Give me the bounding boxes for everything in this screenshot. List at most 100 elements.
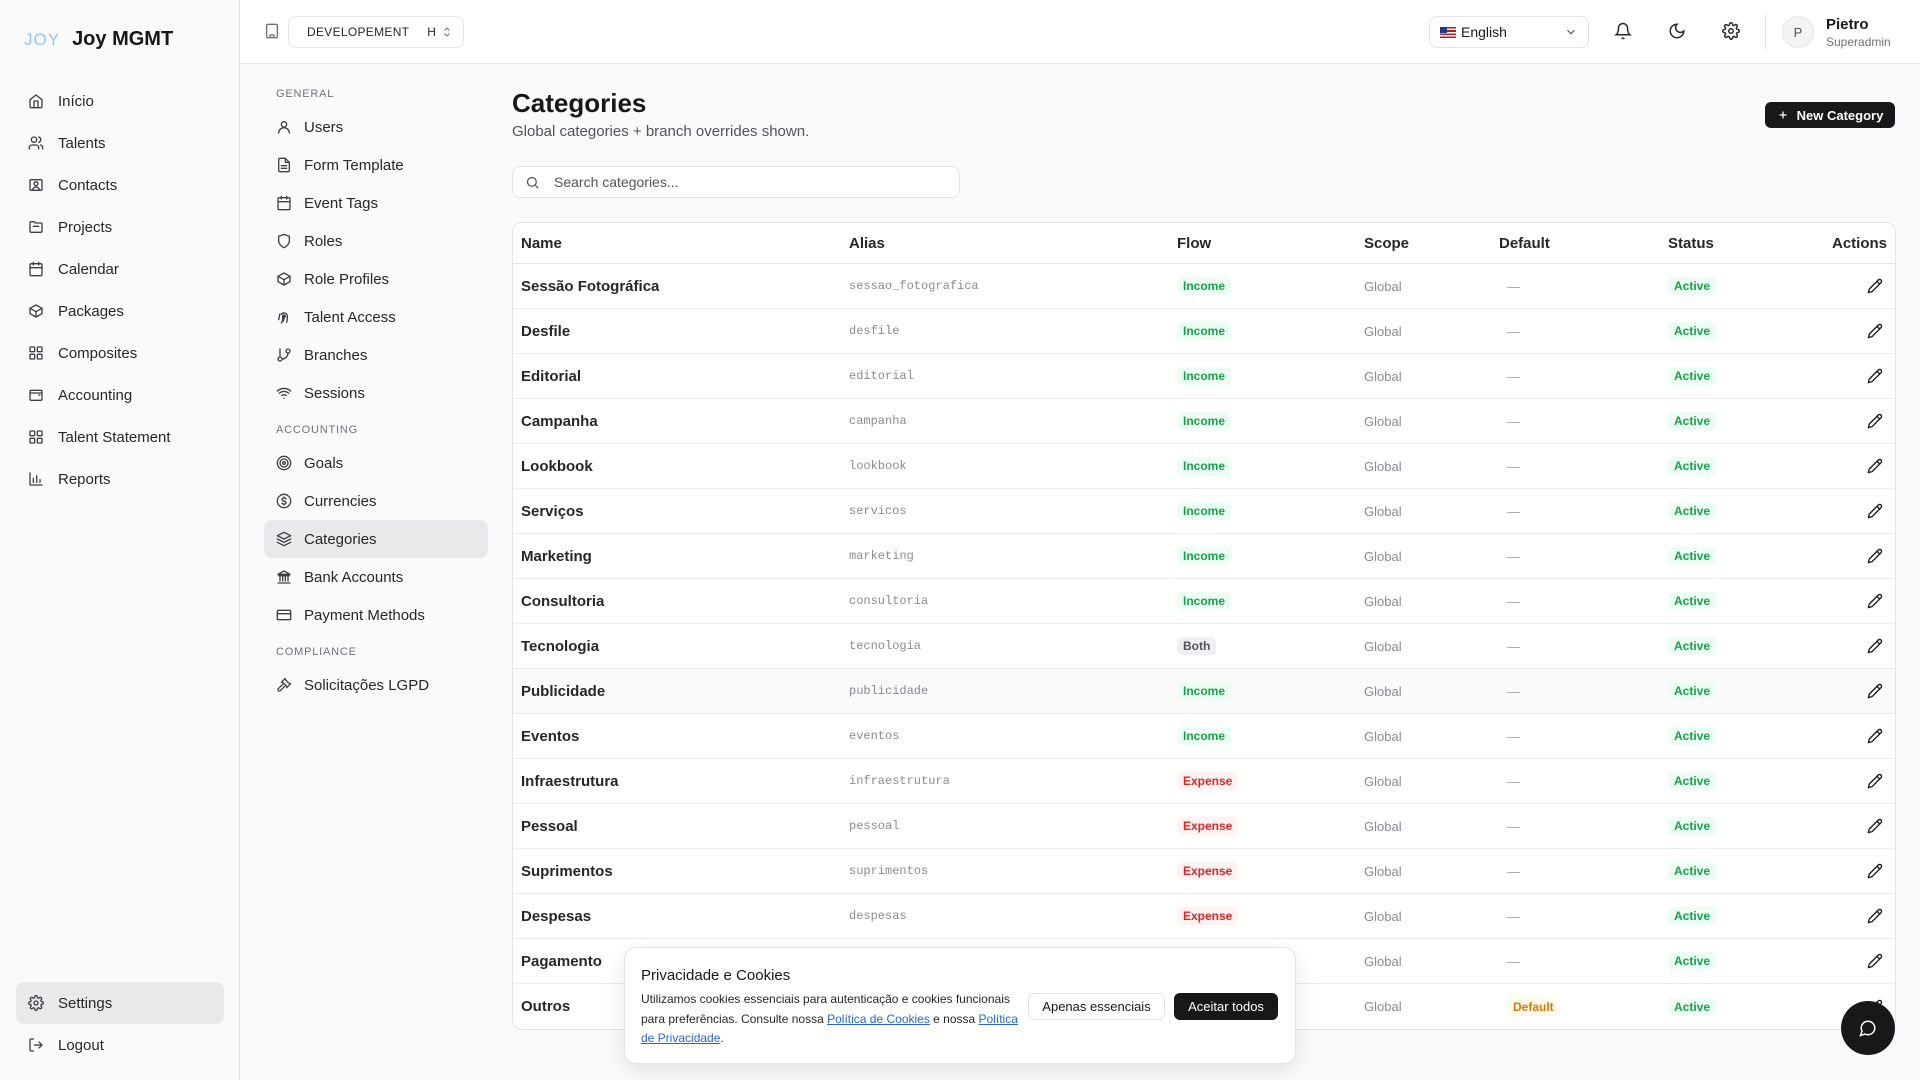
settings-item-payment-methods[interactable]: Payment Methods bbox=[264, 596, 488, 634]
settings-item-event-tags[interactable]: Event Tags bbox=[264, 184, 488, 222]
settings-item-solicitacoes-lgpd[interactable]: Solicitações LGPD bbox=[264, 666, 488, 704]
accept-all-cookies-button[interactable]: Aceitar todos bbox=[1174, 993, 1278, 1020]
settings-item-sessions[interactable]: Sessions bbox=[264, 374, 488, 412]
settings-item-users[interactable]: Users bbox=[264, 108, 488, 146]
bottom-nav: Settings Logout bbox=[16, 982, 224, 1066]
settings-item-goals[interactable]: Goals bbox=[264, 444, 488, 482]
default-cell: — bbox=[1499, 459, 1668, 474]
pencil-icon[interactable] bbox=[1867, 818, 1883, 834]
status-cell: Active bbox=[1668, 997, 1818, 1016]
flow-badge: Expense bbox=[1177, 862, 1239, 880]
sidebar-item-composites[interactable]: Composites bbox=[16, 332, 224, 374]
sidebar-item-settings[interactable]: Settings bbox=[16, 982, 224, 1024]
language-select[interactable]: English bbox=[1429, 16, 1589, 48]
settings-item-role-profiles[interactable]: Role Profiles bbox=[264, 260, 488, 298]
user-name[interactable]: Pietro bbox=[1826, 16, 1869, 33]
pencil-icon[interactable] bbox=[1867, 593, 1883, 609]
status-badge: Active bbox=[1668, 772, 1717, 790]
pencil-icon[interactable] bbox=[1867, 548, 1883, 564]
scope-text: Global bbox=[1364, 773, 1402, 789]
settings-section-accounting: ACCOUNTING bbox=[276, 424, 358, 436]
pencil-icon[interactable] bbox=[1867, 638, 1883, 654]
table-body: Sessão Fotográfica sessao_fotografica Inco… bbox=[513, 264, 1895, 1029]
pencil-icon[interactable] bbox=[1867, 908, 1883, 924]
column-header-alias: Alias bbox=[849, 234, 885, 252]
default-badge: Default bbox=[1507, 997, 1560, 1016]
table-row: Infraestrutura infraestrutura Expense Globa… bbox=[513, 759, 1895, 804]
sidebar-item-talents[interactable]: Talents bbox=[16, 122, 224, 164]
settings-item-roles[interactable]: Roles bbox=[264, 222, 488, 260]
app-name: Joy MGMT bbox=[72, 28, 174, 50]
pencil-icon[interactable] bbox=[1867, 863, 1883, 879]
flow-cell: Income bbox=[1177, 412, 1364, 430]
flow-badge: Income bbox=[1177, 727, 1232, 745]
search-input[interactable] bbox=[554, 174, 934, 190]
table-row: Publicidade publicidade Income Global — Activ… bbox=[513, 669, 1895, 714]
pencil-icon[interactable] bbox=[1867, 323, 1883, 339]
privacy-policy-link[interactable]: Política de Privacidade bbox=[641, 1011, 1018, 1046]
settings-item-form-template[interactable]: Form Template bbox=[264, 146, 488, 184]
scope-text: Global bbox=[1364, 413, 1402, 429]
scope-text: Global bbox=[1364, 999, 1402, 1014]
flow-cell: Income bbox=[1177, 592, 1364, 610]
table-header: Name Alias Flow Scope Default Status Act… bbox=[513, 223, 1895, 264]
app-logo[interactable]: JOY Joy MGMT bbox=[24, 28, 173, 51]
pencil-icon[interactable] bbox=[1867, 413, 1883, 429]
scope-text: Global bbox=[1364, 818, 1402, 834]
pencil-icon[interactable] bbox=[1867, 728, 1883, 744]
flow-badge: Income bbox=[1177, 322, 1232, 340]
sidebar-item-accounting[interactable]: Accounting bbox=[16, 374, 224, 416]
bell-icon[interactable] bbox=[1614, 22, 1632, 40]
actions-cell bbox=[1818, 683, 1895, 699]
sidebar-item-packages[interactable]: Packages bbox=[16, 290, 224, 332]
logout-button[interactable]: Logout bbox=[16, 1024, 224, 1066]
flow-badge: Both bbox=[1177, 637, 1217, 655]
cookie-policy-link[interactable]: Política de Cookies bbox=[827, 1011, 930, 1026]
sidebar-item-reports[interactable]: Reports bbox=[16, 458, 224, 500]
settings-item-bank-accounts[interactable]: Bank Accounts bbox=[264, 558, 488, 596]
settings-item-categories[interactable]: Categories bbox=[264, 520, 488, 558]
sidebar-item-label: Projects bbox=[58, 218, 113, 236]
pencil-icon[interactable] bbox=[1867, 278, 1883, 294]
sidebar-item-calendar[interactable]: Calendar bbox=[16, 248, 224, 290]
pencil-icon[interactable] bbox=[1867, 368, 1883, 384]
status-badge: Active bbox=[1668, 727, 1717, 745]
sidebar-item-talent-statement[interactable]: Talent Statement bbox=[16, 416, 224, 458]
settings-section-general: GENERAL bbox=[276, 88, 335, 100]
pencil-icon[interactable] bbox=[1867, 953, 1883, 969]
pencil-icon[interactable] bbox=[1867, 683, 1883, 699]
settings-gear-icon[interactable] bbox=[1722, 22, 1740, 40]
moon-icon[interactable] bbox=[1668, 22, 1686, 40]
plus-icon bbox=[1779, 111, 1787, 119]
category-alias: despesas bbox=[849, 909, 907, 923]
sidebar-item-projects[interactable]: Projects bbox=[16, 206, 224, 248]
cookie-text-part: Utilizamos cookies essenciais para auten… bbox=[641, 992, 1010, 1026]
flow-cell: Income bbox=[1177, 547, 1364, 565]
table-row: Suprimentos suprimentos Expense Global — Acti… bbox=[513, 849, 1895, 894]
settings-item-branches[interactable]: Branches bbox=[264, 336, 488, 374]
fingerprint-icon bbox=[278, 312, 288, 324]
settings-item-label: Payment Methods bbox=[304, 606, 425, 624]
actions-cell bbox=[1818, 503, 1895, 519]
default-empty: — bbox=[1507, 728, 1520, 744]
pencil-icon[interactable] bbox=[1867, 458, 1883, 474]
settings-item-talent-access[interactable]: Talent Access bbox=[264, 298, 488, 336]
pencil-icon[interactable] bbox=[1867, 503, 1883, 519]
column-header-default: Default bbox=[1499, 234, 1550, 252]
sidebar-item-inicio[interactable]: Início bbox=[16, 80, 224, 122]
status-cell: Active bbox=[1668, 502, 1818, 520]
essential-cookies-button[interactable]: Apenas essenciais bbox=[1028, 993, 1165, 1020]
default-empty: — bbox=[1507, 413, 1520, 429]
new-category-button[interactable]: New Category bbox=[1765, 102, 1895, 128]
sidebar-item-contacts[interactable]: Contacts bbox=[16, 164, 224, 206]
pencil-icon[interactable] bbox=[1867, 773, 1883, 789]
chat-button[interactable] bbox=[1841, 1001, 1895, 1055]
avatar[interactable]: P bbox=[1782, 16, 1814, 48]
status-badge: Active bbox=[1668, 322, 1717, 340]
table-row: Outros Global Default Active bbox=[513, 984, 1895, 1029]
status-cell: Active bbox=[1668, 682, 1818, 700]
column-header-status: Status bbox=[1668, 234, 1714, 252]
status-badge: Active bbox=[1668, 637, 1717, 655]
settings-item-currencies[interactable]: Currencies bbox=[264, 482, 488, 520]
environment-select[interactable]: DEVELOPEMENT H bbox=[288, 16, 464, 48]
